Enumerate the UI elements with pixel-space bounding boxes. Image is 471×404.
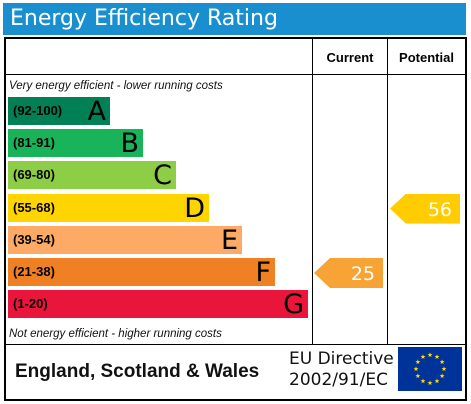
band-b: (81-91) B (8, 128, 143, 160)
header-divider (5, 74, 465, 75)
band-letter: B (120, 128, 139, 160)
band-f: (21-38) F (8, 257, 275, 288)
flag-star-icon (420, 378, 426, 384)
band-letter: F (255, 257, 271, 288)
bottom-note: Not energy efficient - higher running co… (9, 328, 222, 340)
band-letter: D (184, 192, 205, 224)
flag-star-icon (415, 359, 421, 365)
divider-current-left (312, 38, 313, 344)
band-range: (92-100) (13, 103, 63, 118)
footer-directive: EU Directive 2002/91/EC (289, 349, 394, 391)
directive-line-2: 2002/91/EC (289, 370, 388, 390)
divider-potential-left (387, 38, 388, 344)
band-c: (69-80) C (8, 160, 176, 192)
band-range: (69-80) (13, 167, 55, 183)
band-letter: G (283, 289, 304, 321)
footer-region: England, Scotland & Wales (15, 361, 260, 382)
flag-star-icon (441, 366, 447, 372)
rating-frame (4, 37, 467, 401)
eu-flag-icon (398, 347, 462, 391)
potential-rating-arrow: 56 (390, 193, 460, 224)
band-letter: A (87, 96, 106, 127)
band-a: (92-100) A (8, 96, 110, 127)
band-letter: E (220, 224, 238, 256)
flag-star-icon (415, 373, 421, 379)
band-d: (55-68) D (8, 192, 209, 224)
directive-line-1: EU Directive (289, 349, 394, 369)
flag-star-icon (439, 373, 445, 379)
flag-star-icon (413, 366, 419, 372)
current-rating-arrow: 25 (314, 258, 383, 288)
footer-divider (5, 344, 465, 345)
flag-star-icon (427, 380, 433, 386)
band-range: (21-38) (13, 264, 55, 279)
current-rating-arrow-value: 25 (350, 263, 375, 285)
band-g: (1-20) G (8, 289, 308, 321)
band-e: (39-54) E (8, 224, 242, 256)
band-letter: C (153, 160, 172, 192)
band-range: (55-68) (13, 199, 55, 215)
chart-title: Energy Efficiency Rating (10, 6, 278, 31)
flag-star-icon (420, 354, 426, 359)
flag-star-icon (434, 354, 440, 359)
band-range: (1-20) (13, 296, 48, 312)
flag-star-icon (434, 378, 440, 384)
flag-star-icon (427, 352, 433, 358)
flag-star-icon (439, 359, 445, 365)
potential-rating-arrow-value: 56 (427, 198, 452, 221)
band-range: (39-54) (13, 231, 55, 247)
current-column-header: Current (326, 50, 374, 65)
top-note: Very energy efficient - lower running co… (9, 80, 223, 92)
potential-column-header: Potential (399, 50, 454, 65)
band-range: (81-91) (13, 135, 55, 151)
title-bar: Energy Efficiency Rating (3, 3, 466, 35)
